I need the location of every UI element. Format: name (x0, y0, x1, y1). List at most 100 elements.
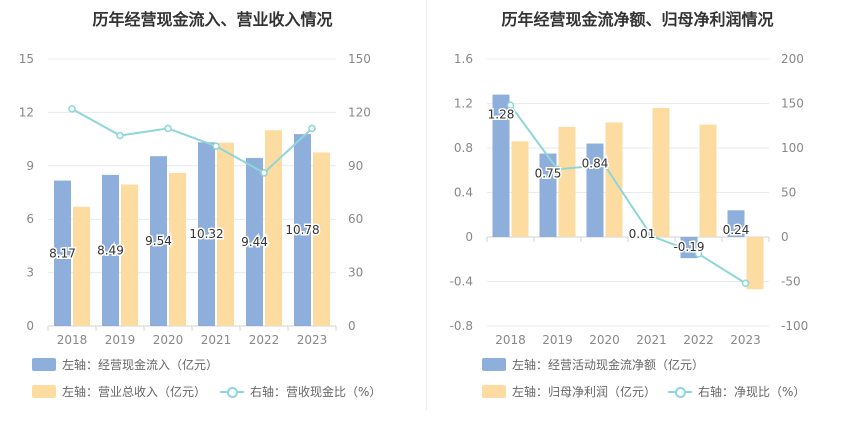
x-axis-tick-label: 2022 (683, 333, 714, 347)
data-label-2022: -0.19 (673, 240, 704, 254)
right-axis-tick-label: 0 (348, 319, 356, 333)
left-axis-tick-label: 12 (19, 105, 34, 119)
data-label-2018: 8.17 (49, 246, 76, 260)
x-axis-tick-label: 2021 (201, 333, 232, 347)
x-axis-tick-label: 2023 (730, 333, 761, 347)
legend-label: 左轴：经营活动现金流净额（亿元） (512, 358, 705, 372)
bar-2018-series-1 (54, 180, 71, 326)
data-label-2021: 10.32 (189, 227, 223, 241)
bar-2021-series-2 (217, 142, 234, 326)
x-axis-tick-label: 2020 (153, 333, 184, 347)
right-chart-svg: -0.8 -0.4 0 0.4 0.8 1.2 1.6 -100 -50 0 50 100 150 200… (450, 52, 809, 347)
bar-2018-series-1 (492, 94, 510, 237)
data-label-2021: 0.01 (629, 227, 656, 241)
bar-2023-series-1 (294, 134, 311, 326)
legend-label: 左轴：经营现金流入（亿元） (62, 358, 219, 372)
line-point-2021 (647, 232, 656, 240)
legend-line-marker-icon (220, 385, 244, 398)
right-axis-tick-label: 200 (781, 52, 804, 66)
right-axis-tick-label: 0 (781, 230, 789, 244)
right-chart-title: 历年经营现金流净额、归母净利润情况 (501, 10, 774, 29)
legend-swatch-blue (32, 358, 56, 371)
legend-item-net-cash-flow[interactable]: 左轴：经营活动现金流净额（亿元） (482, 356, 704, 373)
legend-label: 右轴：净现比（%） (698, 385, 806, 399)
legend-label: 右轴：营收现金比（%） (250, 385, 382, 399)
legend-item-revenue[interactable]: 左轴：营业总收入（亿元） (32, 383, 206, 400)
bar-2023-series-2 (746, 237, 764, 290)
left-axis-tick-label: -0.4 (450, 275, 473, 289)
right-axis-tick-label: -100 (781, 319, 808, 333)
x-axis-tick-label: 2022 (249, 333, 280, 347)
legend-line-marker-icon (668, 385, 692, 398)
line-point-2019 (553, 165, 562, 174)
bar-2021-series-1 (198, 142, 215, 326)
bar-2023-series-1 (727, 210, 745, 237)
bar-2019-series-2 (121, 184, 138, 326)
legend-swatch-blue (482, 358, 506, 371)
left-axis-tick-label: 1.6 (454, 52, 473, 66)
left-axis-tick-label: 15 (19, 52, 34, 66)
line-point-2022 (694, 250, 703, 258)
data-label-2023: 0.24 (723, 223, 750, 237)
line-point-2023 (741, 279, 750, 288)
legend-swatch-orange (482, 385, 506, 398)
bar-2018-series-2 (511, 141, 529, 237)
x-axis-tick-label: 2018 (495, 333, 526, 347)
legend-item-cash-inflow[interactable]: 左轴：经营现金流入（亿元） (32, 356, 218, 373)
bar-2022-series-2 (265, 130, 282, 326)
legend-item-net-profit[interactable]: 左轴：归母净利润（亿元） (482, 383, 656, 400)
left-chart-title: 历年经营现金流入、营业收入情况 (92, 10, 333, 29)
left-axis-tick-label: 6 (26, 212, 34, 226)
x-axis-tick-label: 2020 (589, 333, 620, 347)
bar-2018-series-2 (73, 206, 90, 326)
bar-2021-series-1 (633, 235, 651, 237)
left-chart-panel: 历年经营现金流入、营业收入情况 0 3 6 9 12 15 0 30 60 90 120 150 201… (19, 10, 382, 400)
right-axis-tick-label: 150 (781, 97, 804, 111)
right-axis-tick-label: 50 (781, 186, 796, 200)
left-axis-tick-label: 0.8 (454, 141, 473, 155)
x-axis-tick-label: 2021 (636, 333, 667, 347)
line-point-2018 (506, 101, 515, 110)
left-axis-tick-label: -0.8 (450, 319, 473, 333)
right-axis-tick-label: 60 (348, 212, 363, 226)
x-axis-tick-label: 2018 (57, 333, 88, 347)
bar-2023-series-2 (313, 152, 330, 326)
line-point-2018 (68, 105, 76, 113)
left-axis-tick-label: 0.4 (454, 186, 473, 200)
legend-item-net-cash-ratio[interactable]: 右轴：净现比（%） (668, 383, 805, 400)
bar-2019-series-1 (539, 153, 557, 237)
x-axis-tick-label: 2019 (542, 333, 573, 347)
bar-2019-series-1 (102, 174, 119, 326)
line-point-2021 (212, 142, 220, 150)
line-series-path (71, 107, 313, 175)
bar-2019-series-2 (558, 126, 576, 237)
right-chart-panel: 历年经营现金流净额、归母净利润情况 -0.8 -0.4 0 0.4 0.8 1.2 1.6-… (425, 0, 850, 437)
right-axis-tick-label: 120 (348, 105, 371, 119)
right-axis-tick-label: 100 (781, 141, 804, 155)
left-axis-tick-label: 0 (26, 319, 34, 333)
left-axis-tick-label: 1.2 (454, 97, 473, 111)
right-axis-tick-label: -50 (781, 275, 801, 289)
x-axis-tick-label: 2023 (297, 333, 328, 347)
data-label-2020: 0.84 (582, 157, 609, 171)
right-axis-tick-label: 30 (348, 266, 363, 280)
bar-2020-series-2 (169, 172, 186, 326)
bar-2020-series-1 (150, 156, 167, 326)
left-axis-tick-label: 0 (465, 230, 473, 244)
legend-label: 左轴：营业总收入（亿元） (62, 385, 207, 399)
data-label-2022: 9.44 (241, 235, 268, 249)
left-axis-tick-label: 9 (26, 159, 34, 173)
line-point-2020 (164, 124, 172, 133)
data-label-2020: 9.54 (145, 234, 172, 248)
line-point-2020 (600, 161, 609, 169)
right-axis-tick-label: 150 (348, 52, 371, 66)
legend-label: 左轴：归母净利润（亿元） (512, 385, 657, 399)
left-axis-tick-label: 3 (26, 266, 34, 280)
bar-2022-series-1 (246, 157, 263, 326)
data-label-2023: 10.78 (285, 223, 319, 237)
panel-divider (426, 0, 427, 410)
legend-swatch-orange (32, 385, 56, 398)
legend-item-cash-ratio[interactable]: 右轴：营收现金比（%） (220, 383, 381, 400)
data-label-2018: 1.28 (488, 108, 515, 122)
line-point-2019 (116, 131, 124, 140)
